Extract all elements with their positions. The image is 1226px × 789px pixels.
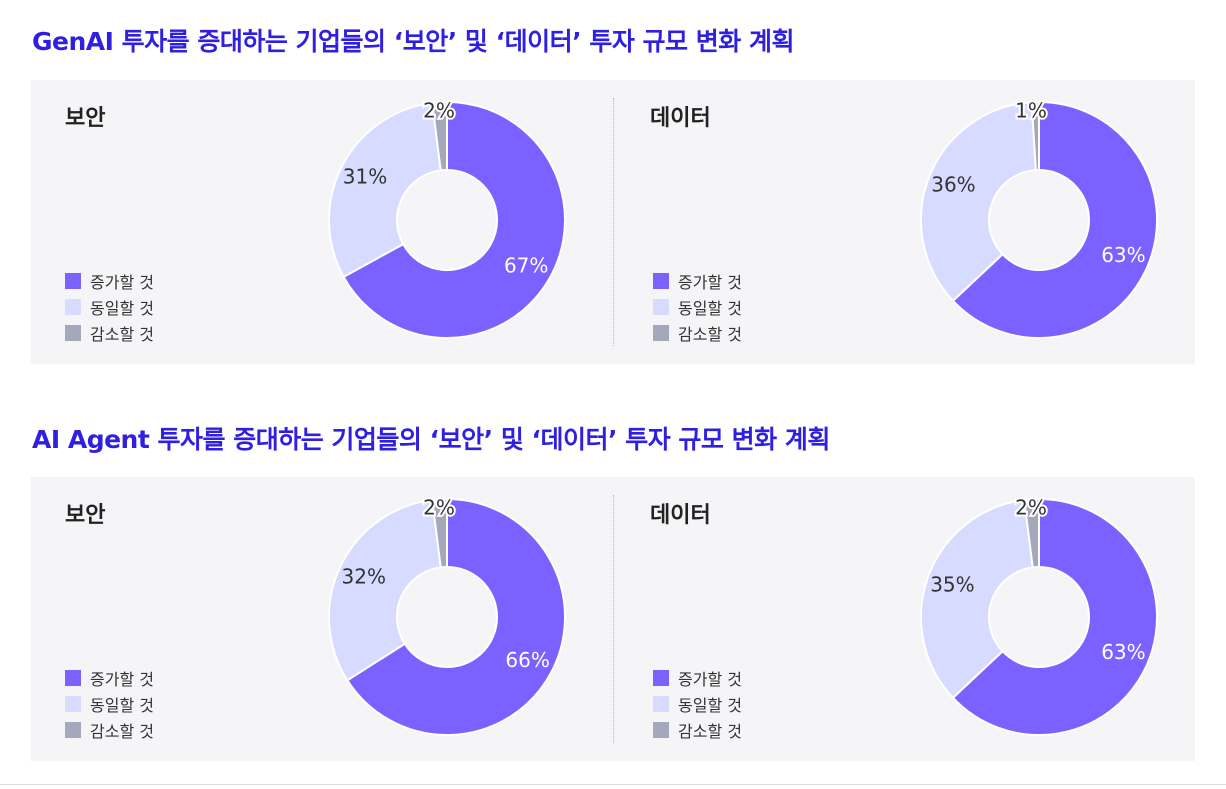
legend-item-same: 동일할 것 bbox=[653, 691, 742, 717]
slice-label-same: 31% bbox=[343, 165, 387, 189]
legend-swatch-increase bbox=[65, 670, 81, 686]
chart-title: 데이터 bbox=[650, 106, 711, 131]
legend-label: 동일할 것 bbox=[678, 696, 742, 715]
legend-label: 동일할 것 bbox=[90, 696, 154, 715]
slice-same bbox=[328, 101, 442, 279]
panel-divider bbox=[613, 98, 614, 346]
chart-security-genai: 보안 증가할 것 동일할 것 감소할 것 67% 31% 2% bbox=[31, 80, 613, 364]
legend-item-increase: 증가할 것 bbox=[653, 665, 742, 691]
slice-increase bbox=[951, 100, 1158, 339]
legend-item-decrease: 감소할 것 bbox=[653, 320, 742, 346]
legend-swatch-increase bbox=[65, 273, 81, 289]
slice-label-increase: 63% bbox=[1101, 243, 1145, 267]
chart-security-ai-agent: 보안 증가할 것 동일할 것 감소할 것 66% 32% 2% bbox=[31, 477, 613, 761]
slice-decrease bbox=[1023, 497, 1040, 569]
legend-item-decrease: 감소할 것 bbox=[653, 717, 742, 743]
legend-item-increase: 증가할 것 bbox=[65, 268, 154, 294]
legend: 증가할 것 동일할 것 감소할 것 bbox=[653, 665, 742, 743]
legend-item-decrease: 감소할 것 bbox=[65, 320, 154, 346]
slice-decrease bbox=[431, 497, 448, 569]
slice-label-same: 36% bbox=[931, 173, 975, 197]
legend: 증가할 것 동일할 것 감소할 것 bbox=[653, 268, 742, 346]
slice-increase bbox=[342, 100, 566, 339]
legend-swatch-increase bbox=[653, 273, 669, 289]
legend-item-same: 동일할 것 bbox=[65, 294, 154, 320]
chart-title: 데이터 bbox=[650, 503, 711, 528]
donut-chart: 66% 32% 2% bbox=[328, 494, 566, 736]
slice-same bbox=[920, 498, 1034, 700]
slice-decrease bbox=[1030, 100, 1040, 172]
panel-ai-agent: 보안 증가할 것 동일할 것 감소할 것 66% 32% 2% 데이터 증가할 것 … bbox=[31, 477, 1195, 761]
section-title-ai-agent: AI Agent 투자를 증대하는 기업들의 ‘보안’ 및 ‘데이터’ 투자 규… bbox=[32, 425, 830, 454]
chart-title: 보안 bbox=[65, 106, 106, 131]
legend-item-increase: 증가할 것 bbox=[653, 268, 742, 294]
slice-label-decrease: 2% bbox=[423, 496, 455, 520]
legend-swatch-same bbox=[653, 299, 669, 315]
slice-increase bbox=[345, 497, 566, 736]
slice-label-increase: 63% bbox=[1101, 640, 1145, 664]
slice-label-decrease: 2% bbox=[423, 99, 455, 123]
chart-data-genai: 데이터 증가할 것 동일할 것 감소할 것 63% 36% 1% bbox=[613, 80, 1195, 364]
legend-label: 증가할 것 bbox=[678, 670, 742, 689]
legend-label: 감소할 것 bbox=[90, 325, 154, 344]
legend-label: 감소할 것 bbox=[678, 325, 742, 344]
legend-label: 감소할 것 bbox=[678, 722, 742, 741]
slice-label-increase: 67% bbox=[504, 253, 548, 277]
slice-label-decrease: 1% bbox=[1015, 99, 1047, 123]
legend-item-same: 동일할 것 bbox=[65, 691, 154, 717]
legend-item-same: 동일할 것 bbox=[653, 294, 742, 320]
slice-label-increase: 66% bbox=[505, 648, 549, 672]
legend-swatch-decrease bbox=[65, 722, 81, 738]
chart-title: 보안 bbox=[65, 503, 106, 528]
slice-same bbox=[328, 498, 442, 682]
panel-genai: 보안 증가할 것 동일할 것 감소할 것 67% 31% 2% 데이터 증가할 것 … bbox=[31, 80, 1195, 364]
panel-divider bbox=[613, 495, 614, 743]
legend-swatch-decrease bbox=[65, 325, 81, 341]
slice-label-same: 32% bbox=[342, 564, 386, 588]
legend-swatch-same bbox=[653, 696, 669, 712]
slice-label-same: 35% bbox=[930, 572, 974, 596]
legend-item-increase: 증가할 것 bbox=[65, 665, 154, 691]
donut-chart: 67% 31% 2% bbox=[328, 97, 566, 339]
legend-label: 동일할 것 bbox=[678, 299, 742, 318]
legend-label: 증가할 것 bbox=[678, 273, 742, 292]
legend: 증가할 것 동일할 것 감소할 것 bbox=[65, 665, 154, 743]
legend-swatch-decrease bbox=[653, 325, 669, 341]
legend-label: 동일할 것 bbox=[90, 299, 154, 318]
section-title-genai: GenAI 투자를 증대하는 기업들의 ‘보안’ 및 ‘데이터’ 투자 규모 변… bbox=[32, 27, 794, 56]
donut-chart: 63% 35% 2% bbox=[920, 494, 1158, 736]
slice-decrease bbox=[431, 100, 448, 172]
legend-swatch-same bbox=[65, 299, 81, 315]
legend-swatch-same bbox=[65, 696, 81, 712]
slice-same bbox=[920, 101, 1037, 303]
legend-swatch-increase bbox=[653, 670, 669, 686]
legend-label: 증가할 것 bbox=[90, 273, 154, 292]
slice-label-decrease: 2% bbox=[1015, 496, 1047, 520]
legend-label: 감소할 것 bbox=[90, 722, 154, 741]
donut-chart: 63% 36% 1% bbox=[920, 97, 1158, 339]
bottom-divider bbox=[0, 784, 1226, 785]
slice-increase bbox=[951, 497, 1158, 736]
legend: 증가할 것 동일할 것 감소할 것 bbox=[65, 268, 154, 346]
chart-data-ai-agent: 데이터 증가할 것 동일할 것 감소할 것 63% 35% 2% bbox=[613, 477, 1195, 761]
legend-swatch-decrease bbox=[653, 722, 669, 738]
legend-item-decrease: 감소할 것 bbox=[65, 717, 154, 743]
legend-label: 증가할 것 bbox=[90, 670, 154, 689]
